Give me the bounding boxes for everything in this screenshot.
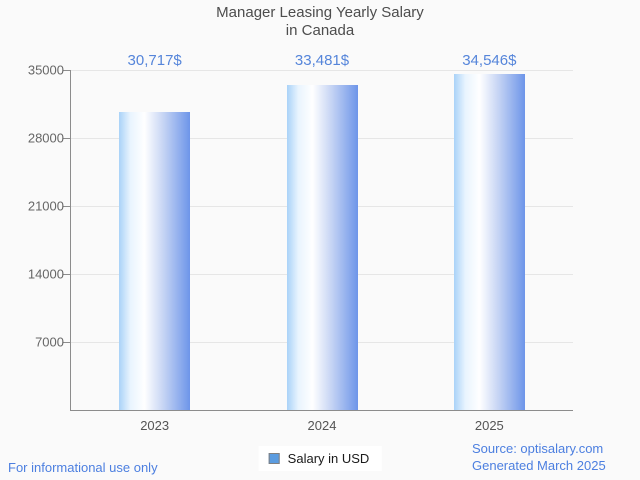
chart-title: Manager Leasing Yearly Salary in Canada bbox=[0, 4, 640, 40]
bar-2025 bbox=[454, 74, 525, 410]
x-axis-category-label: 2023 bbox=[140, 418, 170, 433]
y-axis-tick-label: 35000 bbox=[27, 62, 64, 78]
gridline bbox=[71, 69, 573, 71]
y-axis-tick-label: 28000 bbox=[27, 130, 64, 146]
bar-value-label: 30,717$ bbox=[127, 52, 182, 69]
disclaimer-text: For informational use only bbox=[8, 460, 158, 475]
y-axis-tick bbox=[63, 205, 70, 207]
source-text: Source: optisalary.com bbox=[472, 441, 604, 456]
legend-label: Salary in USD bbox=[287, 451, 370, 466]
chart-title-line1: Manager Leasing Yearly Salary bbox=[216, 4, 424, 21]
bar-2023 bbox=[119, 112, 190, 410]
legend: Salary in USD bbox=[258, 446, 382, 471]
y-axis-tick-label: 7000 bbox=[35, 334, 64, 350]
y-axis-tick-label: 14000 bbox=[27, 266, 64, 282]
bar-value-label: 33,481$ bbox=[294, 52, 350, 69]
y-axis-tick bbox=[63, 273, 70, 275]
legend-swatch-icon bbox=[268, 453, 280, 464]
y-axis-tick bbox=[63, 341, 70, 343]
chart-title-line2: in Canada bbox=[285, 22, 355, 39]
y-axis-tick-label: 21000 bbox=[27, 198, 64, 214]
y-axis-tick bbox=[63, 137, 70, 139]
bar-value-label: 34,546$ bbox=[462, 52, 517, 69]
x-axis-category-label: 2024 bbox=[307, 418, 337, 433]
source-block: Source: optisalary.com Generated March 2… bbox=[472, 440, 606, 474]
bar-2024 bbox=[287, 85, 358, 410]
generated-text: Generated March 2025 bbox=[472, 458, 606, 473]
y-axis-tick bbox=[63, 69, 70, 71]
plot-area: 7000 14000 21000 28000 35000 30,717$ 2023 33,48… bbox=[28, 52, 573, 433]
x-axis-category-label: 2025 bbox=[474, 418, 504, 433]
